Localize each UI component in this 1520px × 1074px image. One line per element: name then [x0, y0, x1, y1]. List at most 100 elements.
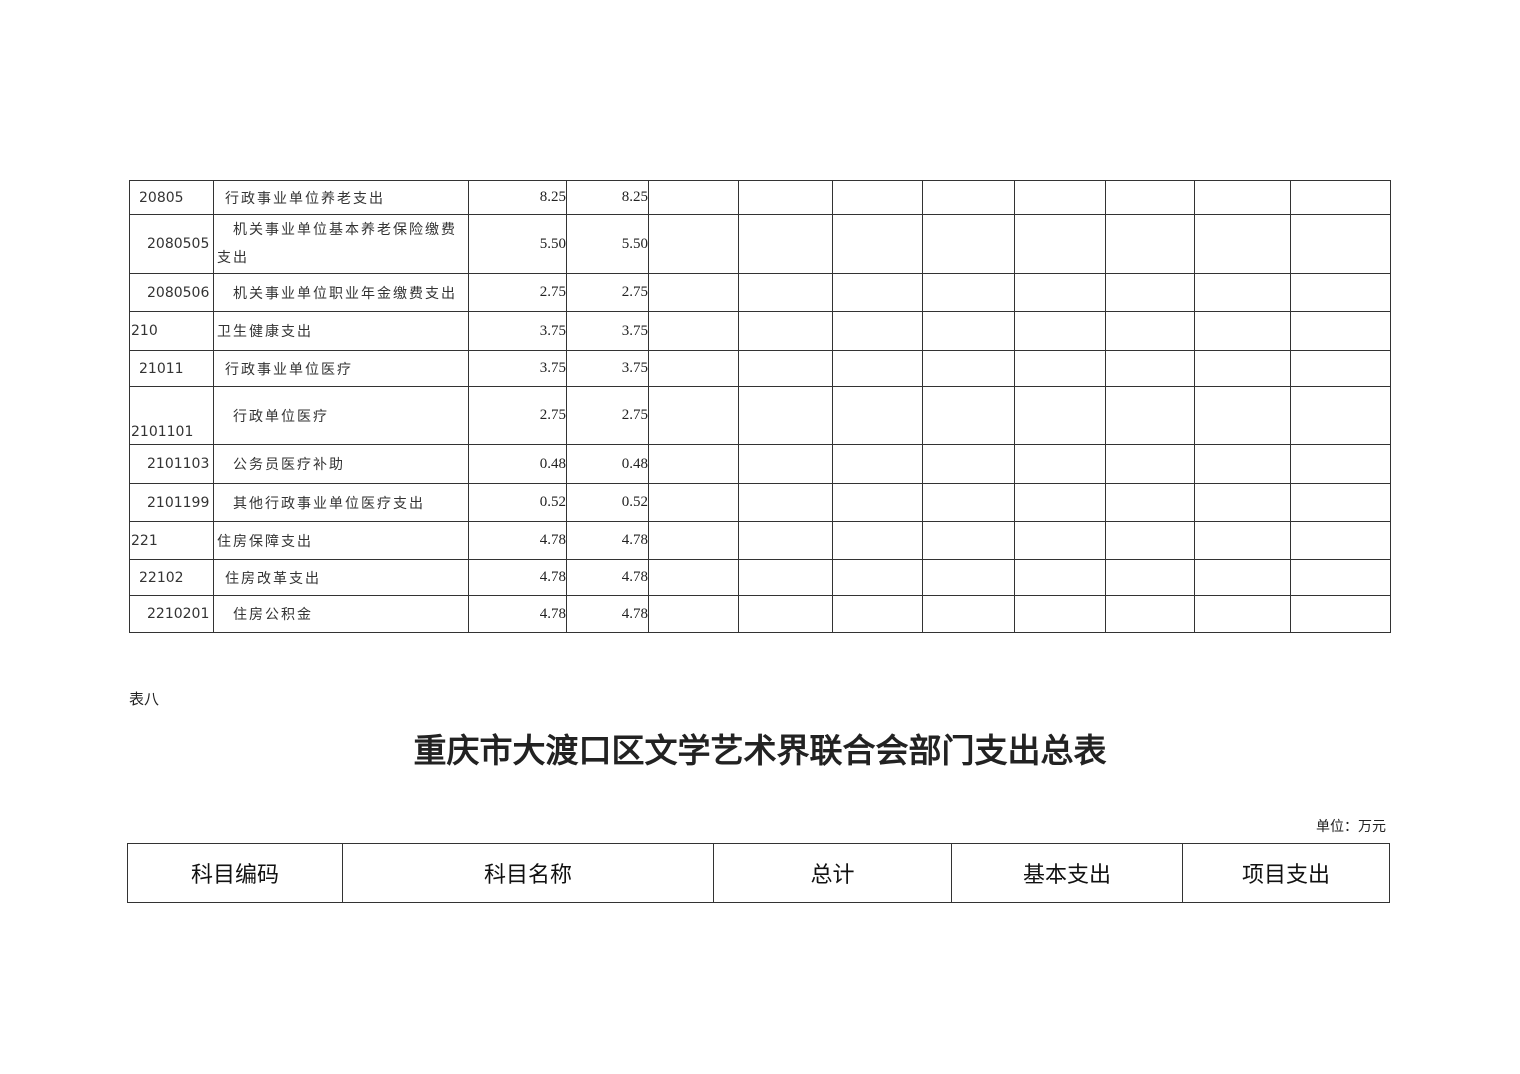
empty-cell	[1014, 386, 1106, 445]
empty-cell	[738, 273, 833, 312]
empty-cell	[1194, 214, 1291, 274]
empty-cell	[648, 214, 739, 274]
empty-cell	[832, 273, 923, 312]
expense-detail-table: 20805 行政事业单位养老支出 8.25 8.25 2080505 机关事业单位基本养老…	[129, 180, 1391, 633]
empty-cell	[1194, 483, 1291, 522]
empty-cell	[1290, 483, 1391, 522]
table-row: 21011 行政事业单位医疗 3.75 3.75	[129, 350, 1391, 387]
empty-cell	[648, 559, 739, 596]
empty-cell	[1105, 273, 1195, 312]
value-basic: 2.75	[566, 386, 649, 445]
header-project: 项目支出	[1182, 843, 1390, 903]
subject-code: 2080506	[129, 273, 214, 312]
subject-name: 住房改革支出	[213, 559, 469, 596]
table-number-label: 表八	[129, 690, 160, 708]
empty-cell	[1290, 311, 1391, 351]
value-total: 2.75	[468, 386, 567, 445]
empty-cell	[1290, 595, 1391, 633]
expense-summary-table: 科目编码 科目名称 总计 基本支出 项目支出	[127, 843, 1390, 903]
table-row: 221 住房保障支出 4.78 4.78	[129, 521, 1391, 560]
value-total: 0.48	[468, 444, 567, 484]
header-row: 科目编码 科目名称 总计 基本支出 项目支出	[127, 843, 1390, 903]
table-row: 2101101 行政单位医疗 2.75 2.75	[129, 386, 1391, 445]
empty-cell	[1290, 273, 1391, 312]
value-total: 2.75	[468, 273, 567, 312]
table-row: 2080505 机关事业单位基本养老保险缴费支出 5.50 5.50	[129, 214, 1391, 274]
empty-cell	[648, 386, 739, 445]
empty-cell	[1105, 559, 1195, 596]
empty-cell	[1014, 273, 1106, 312]
empty-cell	[1105, 444, 1195, 484]
empty-cell	[1105, 180, 1195, 215]
empty-cell	[1194, 386, 1291, 445]
empty-cell	[648, 311, 739, 351]
empty-cell	[1014, 311, 1106, 351]
empty-cell	[922, 273, 1015, 312]
empty-cell	[1105, 521, 1195, 560]
empty-cell	[1014, 444, 1106, 484]
empty-cell	[738, 350, 833, 387]
empty-cell	[1105, 386, 1195, 445]
value-basic: 8.25	[566, 180, 649, 215]
value-total: 4.78	[468, 521, 567, 560]
empty-cell	[1290, 350, 1391, 387]
empty-cell	[738, 483, 833, 522]
header-basic: 基本支出	[951, 843, 1183, 903]
subject-name: 其他行政事业单位医疗支出	[213, 483, 469, 522]
unit-label: 单位：万元	[1316, 819, 1386, 835]
table-row: 2080506 机关事业单位职业年金缴费支出 2.75 2.75	[129, 273, 1391, 312]
value-total: 4.78	[468, 595, 567, 633]
empty-cell	[1290, 180, 1391, 215]
empty-cell	[738, 521, 833, 560]
empty-cell	[1290, 521, 1391, 560]
subject-code: 2080505	[129, 214, 214, 274]
value-basic: 2.75	[566, 273, 649, 312]
subject-code: 2101199	[129, 483, 214, 522]
header-total: 总计	[713, 843, 952, 903]
subject-name: 行政事业单位医疗	[213, 350, 469, 387]
subject-name: 住房保障支出	[213, 521, 469, 560]
empty-cell	[832, 483, 923, 522]
subject-name: 住房公积金	[213, 595, 469, 633]
empty-cell	[1194, 180, 1291, 215]
empty-cell	[832, 595, 923, 633]
empty-cell	[1290, 386, 1391, 445]
empty-cell	[922, 444, 1015, 484]
empty-cell	[832, 350, 923, 387]
subject-code: 2210201	[129, 595, 214, 633]
empty-cell	[832, 386, 923, 445]
empty-cell	[922, 595, 1015, 633]
empty-cell	[1014, 350, 1106, 387]
value-basic: 0.52	[566, 483, 649, 522]
empty-cell	[648, 483, 739, 522]
empty-cell	[832, 311, 923, 351]
empty-cell	[1194, 559, 1291, 596]
empty-cell	[648, 350, 739, 387]
subject-name: 卫生健康支出	[213, 311, 469, 351]
empty-cell	[922, 311, 1015, 351]
value-total: 4.78	[468, 559, 567, 596]
subject-name: 行政单位医疗	[213, 386, 469, 445]
empty-cell	[922, 386, 1015, 445]
empty-cell	[832, 559, 923, 596]
header-name: 科目名称	[342, 843, 714, 903]
empty-cell	[922, 350, 1015, 387]
empty-cell	[1290, 444, 1391, 484]
subject-code: 2101101	[129, 386, 214, 445]
subject-code: 21011	[129, 350, 214, 387]
empty-cell	[832, 214, 923, 274]
value-basic: 4.78	[566, 595, 649, 633]
value-basic: 5.50	[566, 214, 649, 274]
table-row: 2101199 其他行政事业单位医疗支出 0.52 0.52	[129, 483, 1391, 522]
value-total: 0.52	[468, 483, 567, 522]
empty-cell	[738, 214, 833, 274]
empty-cell	[1105, 214, 1195, 274]
empty-cell	[738, 559, 833, 596]
table-row: 2101103 公务员医疗补助 0.48 0.48	[129, 444, 1391, 484]
value-basic: 4.78	[566, 521, 649, 560]
subject-code: 210	[129, 311, 214, 351]
subject-code: 20805	[129, 180, 214, 215]
empty-cell	[1014, 214, 1106, 274]
empty-cell	[1290, 214, 1391, 274]
